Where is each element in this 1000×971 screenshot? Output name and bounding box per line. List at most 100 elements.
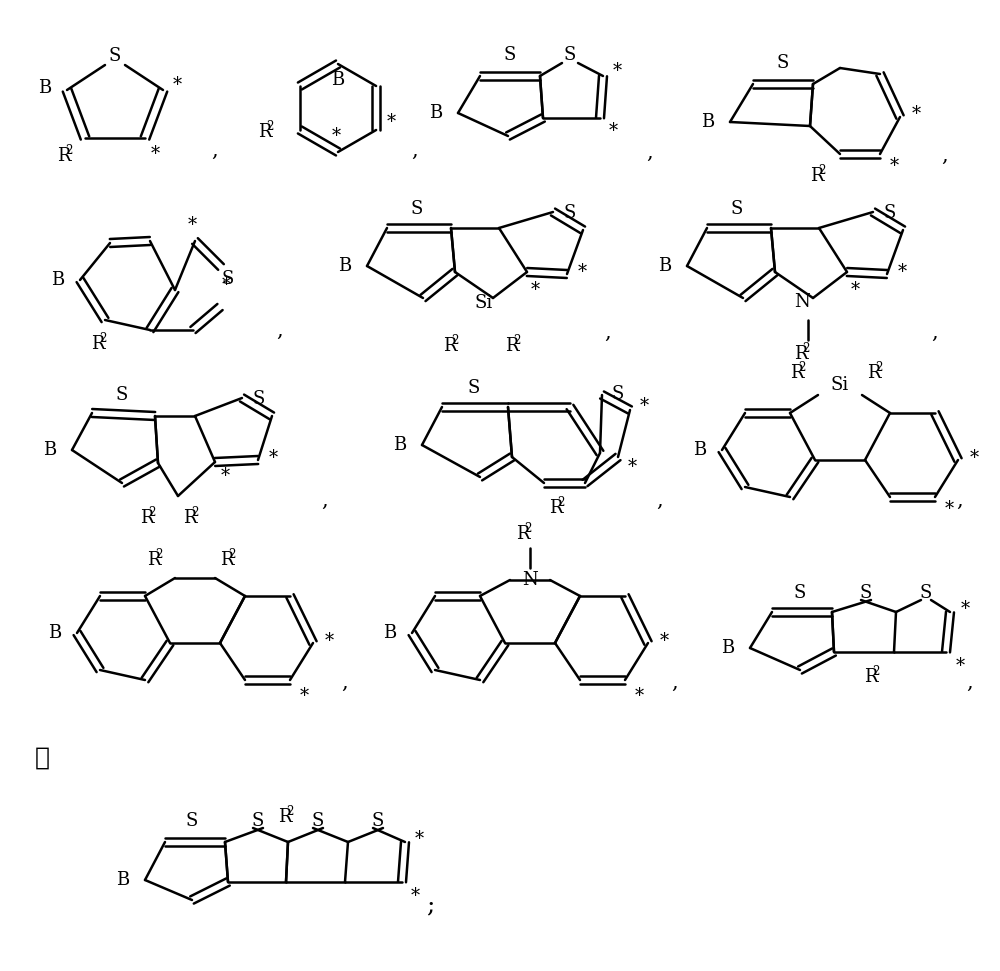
Text: 2: 2	[228, 548, 235, 561]
Text: R: R	[794, 345, 808, 363]
Text: *: *	[969, 449, 979, 467]
Text: Si: Si	[475, 294, 493, 312]
Text: *: *	[387, 113, 396, 131]
Text: ,: ,	[932, 322, 938, 342]
Text: *: *	[530, 281, 540, 299]
Text: B: B	[393, 436, 406, 454]
Text: ,: ,	[277, 320, 283, 340]
Text: B: B	[38, 79, 51, 97]
Text: R: R	[443, 337, 456, 355]
Text: B: B	[51, 271, 64, 289]
Text: *: *	[608, 122, 618, 140]
Text: *: *	[268, 449, 278, 467]
Text: *: *	[577, 263, 587, 281]
Text: R: R	[183, 509, 196, 527]
Text: R: R	[505, 337, 518, 355]
Text: ,: ,	[942, 146, 948, 164]
Text: ,: ,	[342, 673, 348, 691]
Text: 2: 2	[524, 522, 531, 535]
Text: ,: ,	[647, 143, 653, 161]
Text: 2: 2	[818, 164, 825, 177]
Text: *: *	[324, 632, 334, 650]
Text: *: *	[331, 127, 341, 145]
Text: R: R	[790, 364, 804, 382]
Text: *: *	[414, 830, 424, 848]
Text: 2: 2	[802, 342, 809, 355]
Text: S: S	[504, 46, 516, 64]
Text: ,: ,	[672, 673, 678, 691]
Text: R: R	[140, 509, 154, 527]
Text: R: R	[516, 525, 530, 543]
Text: 2: 2	[99, 332, 106, 345]
Text: S: S	[920, 584, 932, 602]
Text: S: S	[468, 379, 480, 397]
Text: S: S	[612, 385, 624, 403]
Text: 2: 2	[191, 506, 198, 519]
Text: B: B	[429, 104, 442, 122]
Text: B: B	[48, 624, 61, 642]
Text: *: *	[897, 263, 907, 281]
Text: R: R	[810, 167, 824, 185]
Text: S: S	[116, 386, 128, 404]
Text: B: B	[658, 257, 671, 275]
Text: *: *	[221, 276, 231, 294]
Text: *: *	[150, 145, 160, 163]
Text: 2: 2	[875, 361, 882, 374]
Text: S: S	[860, 584, 872, 602]
Text: ;: ;	[426, 893, 434, 917]
Text: 2: 2	[266, 120, 273, 133]
Text: S: S	[186, 812, 198, 830]
Text: ,: ,	[212, 141, 218, 159]
Text: ,: ,	[657, 490, 663, 510]
Text: N: N	[794, 293, 810, 311]
Text: *: *	[634, 687, 644, 705]
Text: S: S	[222, 270, 234, 288]
Text: S: S	[777, 54, 789, 72]
Text: B: B	[43, 441, 56, 459]
Text: R: R	[91, 335, 104, 353]
Text: S: S	[312, 812, 324, 830]
Text: *: *	[889, 157, 899, 175]
Text: 2: 2	[557, 496, 564, 509]
Text: *: *	[850, 281, 860, 299]
Text: B: B	[701, 113, 714, 131]
Text: 2: 2	[65, 144, 72, 157]
Text: 2: 2	[148, 506, 155, 519]
Text: 2: 2	[451, 334, 458, 347]
Text: N: N	[522, 571, 538, 589]
Text: *: *	[659, 632, 669, 650]
Text: B: B	[338, 257, 351, 275]
Text: R: R	[258, 123, 271, 141]
Text: ,: ,	[412, 141, 418, 159]
Text: R: R	[147, 551, 160, 569]
Text: S: S	[564, 204, 576, 222]
Text: S: S	[252, 812, 264, 830]
Text: S: S	[731, 200, 743, 218]
Text: ,: ,	[957, 490, 963, 510]
Text: B: B	[383, 624, 396, 642]
Text: ,: ,	[322, 490, 328, 510]
Text: *: *	[944, 500, 954, 518]
Text: S: S	[411, 200, 423, 218]
Text: S: S	[253, 390, 265, 408]
Text: 2: 2	[286, 805, 293, 818]
Text: R: R	[864, 668, 878, 686]
Text: *: *	[410, 887, 420, 905]
Text: R: R	[220, 551, 234, 569]
Text: ,: ,	[605, 322, 611, 342]
Text: *: *	[911, 105, 921, 123]
Text: 2: 2	[798, 361, 805, 374]
Text: B: B	[331, 71, 345, 89]
Text: *: *	[627, 458, 637, 476]
Text: 2: 2	[155, 548, 162, 561]
Text: S: S	[564, 46, 576, 64]
Text: *: *	[612, 62, 622, 80]
Text: S: S	[794, 584, 806, 602]
Text: *: *	[187, 216, 197, 234]
Text: 或: 或	[34, 747, 50, 769]
Text: B: B	[721, 639, 734, 657]
Text: R: R	[278, 808, 292, 826]
Text: S: S	[372, 812, 384, 830]
Text: 2: 2	[872, 665, 879, 678]
Text: R: R	[57, 147, 70, 165]
